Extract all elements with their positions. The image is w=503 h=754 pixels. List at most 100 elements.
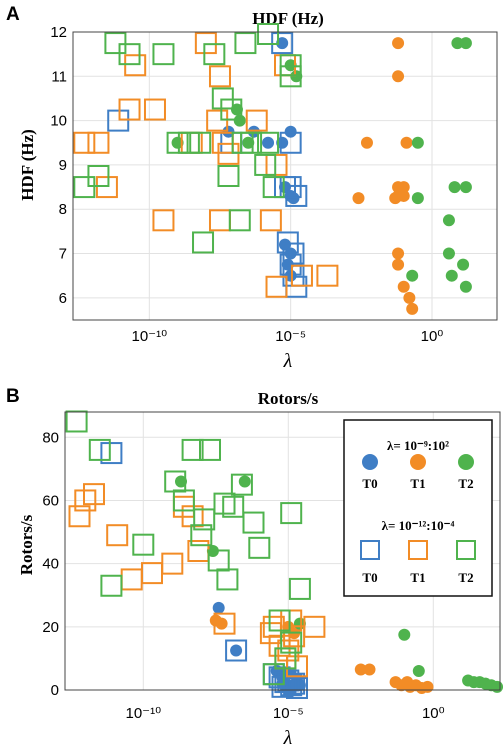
point-circle-t2	[442, 247, 455, 260]
plot-frame-b	[64, 411, 501, 691]
point-square-t0	[225, 639, 248, 662]
point-square-t2	[164, 470, 187, 493]
legend-marker-square-t1	[408, 540, 428, 560]
point-circle-t2	[459, 280, 472, 293]
point-square-t0	[276, 231, 299, 254]
point-square-t0	[285, 184, 308, 207]
point-square-t1	[68, 505, 91, 528]
point-square-t1	[74, 489, 97, 512]
point-square-t1	[181, 505, 204, 528]
point-circle-t0	[212, 601, 225, 614]
point-square-t2	[193, 508, 216, 531]
legend-label-t1-a: T1	[410, 476, 425, 491]
point-square-t2	[211, 87, 234, 110]
point-square-t1	[217, 142, 240, 165]
point-square-t1	[161, 552, 184, 575]
legend-marker-circle-t0	[362, 454, 378, 470]
point-circle-t2	[491, 680, 503, 693]
point-circle-t2	[290, 70, 303, 83]
y-tick-label: 12	[50, 24, 67, 41]
point-square-t2	[228, 209, 251, 232]
point-circle-t0	[276, 136, 289, 149]
chart-title-a: HDF (Hz)	[252, 9, 324, 28]
point-square-t1	[286, 655, 308, 678]
point-square-t0	[274, 671, 297, 694]
point-square-t1	[206, 109, 229, 132]
point-square-t1	[208, 209, 231, 232]
x-tick-label: 10⁻⁵	[275, 328, 306, 345]
legend-marker-square-t2	[456, 540, 476, 560]
point-circle-t1	[400, 136, 413, 149]
point-circle-t1	[392, 258, 405, 271]
point-square-t2	[257, 131, 280, 154]
point-square-t2	[73, 176, 96, 199]
point-square-t1	[83, 483, 105, 506]
point-circle-t0	[247, 125, 260, 138]
point-square-t2	[279, 65, 302, 88]
point-square-t1	[316, 264, 339, 287]
point-square-t1	[124, 54, 147, 77]
legend-box	[343, 419, 493, 597]
point-circle-t1	[421, 680, 434, 693]
point-circle-t1	[363, 663, 376, 676]
point-circle-t2	[448, 181, 461, 194]
point-circle-t1	[406, 302, 419, 315]
y-tick-label: 8	[59, 201, 67, 218]
point-square-t2	[152, 43, 175, 66]
point-circle-t0	[276, 37, 289, 50]
point-square-t2	[222, 495, 245, 518]
point-circle-t0	[281, 258, 294, 271]
x-tick-label: 10⁻⁵	[273, 705, 304, 722]
point-circle-t2	[445, 269, 458, 282]
point-circle-t2	[284, 59, 297, 72]
point-square-t2	[217, 165, 240, 187]
point-square-t0	[282, 242, 305, 265]
point-square-t2	[181, 438, 204, 461]
point-circle-t1	[397, 189, 410, 202]
x-axis-label-b: λ	[283, 727, 293, 749]
legend-label-t1-b: T1	[410, 570, 425, 585]
legend-label-t0-a: T0	[362, 476, 377, 491]
point-circle-t0	[284, 247, 297, 260]
y-tick-label: 9	[59, 157, 67, 174]
point-square-t2	[254, 153, 277, 176]
point-circle-t1	[392, 37, 405, 50]
point-square-t2	[257, 23, 280, 45]
point-circle-t2	[411, 192, 424, 205]
point-square-t1	[265, 275, 288, 298]
marks-a	[73, 23, 472, 315]
y-tick-label: 20	[42, 619, 59, 636]
panel-label-a: A	[6, 4, 20, 25]
x-tick-label: 10⁻¹⁰	[125, 705, 161, 722]
point-square-t2	[199, 438, 221, 461]
point-square-t2	[234, 32, 257, 55]
point-circle-t1	[352, 192, 365, 205]
point-circle-t1	[403, 291, 416, 304]
ticks-b: 10⁻¹⁰ 10⁻⁵ 10⁰ 0 20 40 60 80	[42, 429, 444, 722]
point-circle-t2	[442, 214, 455, 227]
point-square-t2	[189, 131, 212, 154]
point-square-t0	[279, 176, 302, 199]
point-square-t2	[240, 131, 263, 154]
point-square-t1	[245, 109, 268, 132]
point-square-t0	[280, 674, 303, 697]
point-square-t2	[207, 549, 230, 572]
point-square-t1	[87, 131, 110, 154]
point-square-t2	[132, 533, 155, 556]
y-tick-label: 40	[42, 556, 59, 573]
legend-label-t0-b: T0	[362, 570, 377, 585]
point-square-t2	[190, 524, 213, 547]
point-circle-t1	[354, 663, 367, 676]
point-circle-t1	[397, 181, 410, 194]
y-tick-label: 6	[59, 290, 67, 307]
marks-b	[65, 410, 503, 699]
point-circle-t2	[238, 475, 251, 488]
point-square-t2	[100, 574, 123, 597]
legend-marker-circle-t1	[410, 454, 426, 470]
ticks-a: 10⁻¹⁰ 10⁻⁵ 10⁰ 6 7 8 9 10 11 12	[50, 24, 443, 345]
point-circle-t0	[293, 679, 306, 692]
point-square-t0	[107, 109, 130, 132]
point-square-t2	[87, 165, 110, 187]
point-square-t2	[203, 43, 226, 66]
